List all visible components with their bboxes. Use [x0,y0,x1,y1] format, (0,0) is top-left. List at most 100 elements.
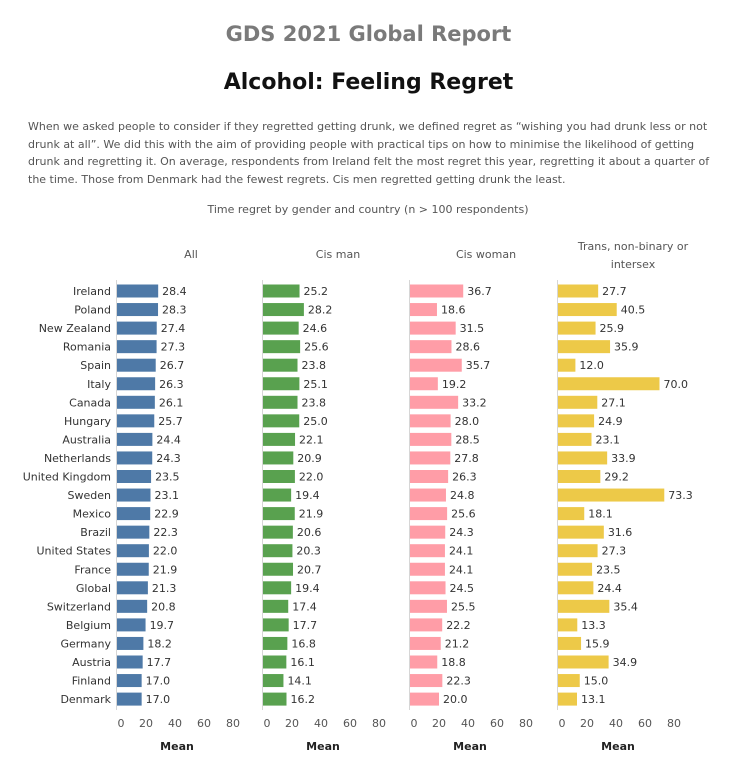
bar-cis-man-austria [263,655,287,669]
bar-cis-man-denmark [263,692,287,706]
bar-cis-man-netherlands [263,451,294,465]
value-label-cis-man-mexico: 21.9 [299,508,324,521]
value-label-cis-woman-global: 24.5 [450,582,475,595]
bar-cis-woman-brazil [410,525,446,539]
bar-trans-non-binary-or-intersex-hungary [558,414,595,428]
bar-trans-non-binary-or-intersex-united-states [558,544,598,558]
value-label-cis-woman-mexico: 25.6 [451,508,476,521]
value-label-all-switzerland: 20.8 [151,600,176,613]
bar-trans-non-binary-or-intersex-ireland [558,284,599,298]
bar-trans-non-binary-or-intersex-austria [558,655,609,669]
value-label-cis-woman-netherlands: 27.8 [454,452,479,465]
bar-trans-non-binary-or-intersex-finland [558,674,580,688]
value-label-trans-non-binary-or-intersex-united-kingdom: 29.2 [604,471,629,484]
bar-cis-man-united-states [263,544,293,558]
value-label-all-canada: 26.1 [159,396,184,409]
tick-label-all-60: 60 [197,717,211,730]
tick-label-cis-man-80: 80 [372,717,386,730]
bar-all-belgium [117,618,146,632]
category-label-new-zealand: New Zealand [39,322,111,335]
value-label-trans-non-binary-or-intersex-france: 23.5 [596,563,621,576]
value-label-cis-woman-sweden: 24.8 [450,489,475,502]
bar-cis-man-hungary [263,414,300,428]
bar-cis-woman-austria [410,655,438,669]
bar-cis-man-sweden [263,488,292,502]
value-label-cis-woman-finland: 22.3 [446,675,471,688]
value-label-all-finland: 17.0 [146,675,171,688]
value-label-trans-non-binary-or-intersex-germany: 15.9 [585,637,610,650]
bar-all-canada [117,395,155,409]
value-label-all-austria: 17.7 [147,656,172,669]
value-label-trans-non-binary-or-intersex-austria: 34.9 [613,656,638,669]
value-label-trans-non-binary-or-intersex-italy: 70.0 [664,378,689,391]
value-label-cis-man-canada: 23.8 [302,396,327,409]
value-label-cis-man-romania: 25.6 [304,341,329,354]
bar-cis-man-germany [263,636,288,650]
value-label-cis-woman-denmark: 20.0 [443,693,468,706]
category-label-australia: Australia [62,433,111,446]
series-header-cis-man: Cis man [316,248,360,261]
value-label-cis-woman-new-zealand: 31.5 [460,322,485,335]
value-label-trans-non-binary-or-intersex-sweden: 73.3 [668,489,693,502]
value-label-cis-woman-romania: 28.6 [455,341,480,354]
category-label-switzerland: Switzerland [47,600,111,613]
value-label-trans-non-binary-or-intersex-united-states: 27.3 [602,545,627,558]
value-label-trans-non-binary-or-intersex-mexico: 18.1 [588,508,613,521]
category-label-spain: Spain [80,359,111,372]
value-label-trans-non-binary-or-intersex-spain: 12.0 [579,359,604,372]
category-label-brazil: Brazil [80,526,111,539]
value-label-trans-non-binary-or-intersex-ireland: 27.7 [602,285,627,298]
bar-cis-woman-new-zealand [410,321,456,335]
bar-trans-non-binary-or-intersex-italy [558,377,660,391]
tick-label-cis-man-60: 60 [343,717,357,730]
value-label-cis-woman-france: 24.1 [449,563,474,576]
axis-label-cis-woman: Mean [453,740,487,753]
bar-all-spain [117,358,156,372]
value-label-cis-man-global: 19.4 [295,582,320,595]
value-label-all-sweden: 23.1 [154,489,179,502]
bar-trans-non-binary-or-intersex-romania [558,340,611,354]
value-label-cis-woman-switzerland: 25.5 [451,600,476,613]
category-label-france: France [74,563,111,576]
bar-cis-woman-global [410,581,446,595]
value-label-cis-man-australia: 22.1 [299,433,324,446]
bar-all-australia [117,432,153,446]
value-label-all-belgium: 19.7 [150,619,175,632]
bar-cis-woman-mexico [410,507,448,521]
bar-trans-non-binary-or-intersex-spain [558,358,576,372]
tick-label-trans-non-binary-or-intersex-80: 80 [667,717,681,730]
bar-all-hungary [117,414,155,428]
bar-cis-man-canada [263,395,298,409]
bar-cis-woman-belgium [410,618,443,632]
bar-trans-non-binary-or-intersex-poland [558,303,617,317]
value-label-cis-man-brazil: 20.6 [297,526,322,539]
bar-all-austria [117,655,143,669]
category-label-canada: Canada [69,396,111,409]
bar-trans-non-binary-or-intersex-new-zealand [558,321,596,335]
value-label-cis-woman-italy: 19.2 [442,378,467,391]
bar-cis-man-france [263,562,294,576]
description-text: When we asked people to consider if they… [28,120,710,186]
bar-trans-non-binary-or-intersex-mexico [558,507,585,521]
tick-label-all-20: 20 [139,717,153,730]
value-label-cis-woman-germany: 21.2 [445,637,470,650]
axis-label-cis-man: Mean [306,740,340,753]
bar-cis-man-new-zealand [263,321,299,335]
bar-cis-woman-spain [410,358,462,372]
tick-label-trans-non-binary-or-intersex-0: 0 [559,717,566,730]
value-label-trans-non-binary-or-intersex-romania: 35.9 [614,341,639,354]
value-label-cis-man-ireland: 25.2 [304,285,329,298]
value-label-cis-woman-ireland: 36.7 [467,285,492,298]
bar-trans-non-binary-or-intersex-switzerland [558,599,610,613]
value-label-all-ireland: 28.4 [162,285,187,298]
tick-label-trans-non-binary-or-intersex-20: 20 [580,717,594,730]
category-label-ireland: Ireland [73,285,111,298]
bar-cis-woman-netherlands [410,451,451,465]
value-label-all-france: 21.9 [153,563,178,576]
tick-label-all-80: 80 [226,717,240,730]
value-label-cis-man-belgium: 17.7 [293,619,318,632]
bar-cis-woman-germany [410,636,441,650]
value-label-trans-non-binary-or-intersex-denmark: 13.1 [581,693,606,706]
value-label-cis-man-denmark: 16.2 [290,693,315,706]
bar-cis-woman-romania [410,340,452,354]
